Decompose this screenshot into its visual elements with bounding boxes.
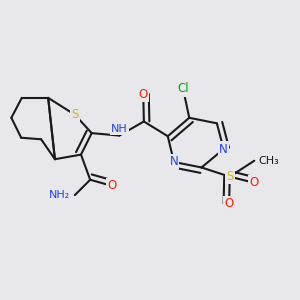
Text: O: O bbox=[107, 179, 117, 192]
Text: O: O bbox=[250, 176, 259, 189]
Text: S: S bbox=[226, 170, 233, 183]
Text: Cl: Cl bbox=[177, 82, 189, 95]
Text: NH₂: NH₂ bbox=[49, 190, 70, 200]
Text: CH₃: CH₃ bbox=[258, 156, 279, 166]
Text: N: N bbox=[169, 155, 178, 169]
Text: N: N bbox=[219, 142, 228, 156]
Text: O: O bbox=[224, 197, 234, 210]
Text: S: S bbox=[71, 108, 79, 121]
Text: O: O bbox=[139, 88, 148, 101]
Text: NH: NH bbox=[111, 124, 128, 134]
